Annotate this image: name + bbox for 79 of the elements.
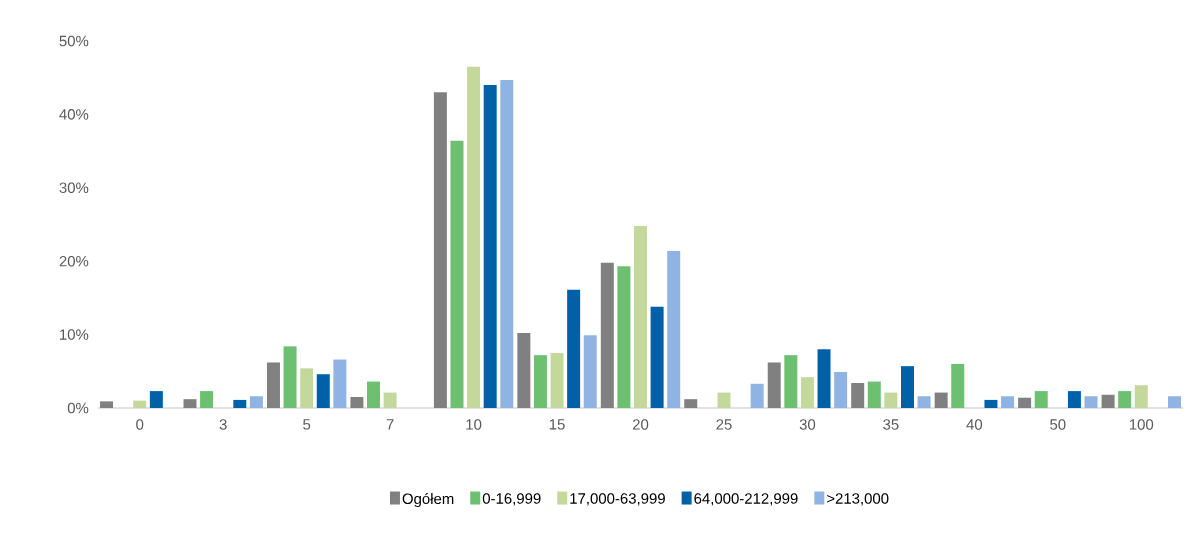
bar xyxy=(684,399,698,408)
x-tick-label: 10 xyxy=(466,419,482,430)
bar xyxy=(200,391,214,408)
bar xyxy=(149,391,163,408)
x-tick-label: 35 xyxy=(883,419,899,430)
bar xyxy=(100,401,114,408)
bar xyxy=(383,392,397,408)
bar xyxy=(1034,391,1048,408)
bar xyxy=(300,368,314,408)
bar xyxy=(583,335,597,408)
bar xyxy=(533,355,547,408)
bar xyxy=(900,366,914,408)
y-tick-label: 50% xyxy=(59,35,89,47)
bar xyxy=(517,333,531,408)
bar xyxy=(266,362,280,408)
x-tick-label: 5 xyxy=(303,419,311,430)
legend-label: >213,000 xyxy=(827,493,889,506)
bar xyxy=(817,349,831,408)
bar xyxy=(1101,394,1115,408)
legend-label: 0-16,999 xyxy=(482,493,541,506)
x-tick-label: 20 xyxy=(632,419,649,430)
x-tick-label: 7 xyxy=(386,419,394,430)
bar xyxy=(316,374,330,408)
y-tick-label: 20% xyxy=(59,255,89,267)
y-tick-label: 0% xyxy=(67,402,89,414)
bar xyxy=(433,92,447,408)
bar xyxy=(917,396,931,408)
x-tick-label: 25 xyxy=(716,419,732,430)
bar xyxy=(800,377,814,408)
bar xyxy=(617,266,631,408)
bar xyxy=(1018,397,1032,408)
x-tick-label: 3 xyxy=(219,419,227,430)
bar xyxy=(1084,396,1098,408)
legend-label: Ogółem xyxy=(402,492,454,508)
legend-label: 64,000-212,999 xyxy=(694,493,798,506)
legend-label: 17,000-63,999 xyxy=(570,493,665,506)
bar xyxy=(133,400,147,408)
x-tick-label: 15 xyxy=(549,419,565,430)
x-tick-label: 0 xyxy=(136,419,144,430)
bar xyxy=(650,306,664,408)
bar xyxy=(834,372,848,408)
bar xyxy=(934,392,948,408)
bar xyxy=(634,225,648,408)
y-tick-label: 10% xyxy=(60,329,89,340)
bar xyxy=(1067,391,1081,408)
bar xyxy=(884,392,898,408)
bar xyxy=(667,250,681,408)
bar xyxy=(249,396,263,408)
bar xyxy=(1001,396,1015,408)
x-tick-label: 100 xyxy=(1129,419,1154,430)
bar xyxy=(333,359,347,408)
bar xyxy=(600,262,614,408)
bar xyxy=(233,399,247,408)
bar xyxy=(567,289,581,408)
y-tick-label: 40% xyxy=(59,109,89,120)
x-tick-label: 40 xyxy=(966,419,983,430)
bar xyxy=(851,383,865,408)
y-tick-label: 30% xyxy=(59,182,89,194)
bar xyxy=(483,85,497,408)
bar xyxy=(550,352,564,408)
x-tick-label: 50 xyxy=(1050,419,1066,430)
bar xyxy=(750,383,764,408)
bar xyxy=(984,399,998,408)
bar xyxy=(767,362,781,408)
x-tick-label: 30 xyxy=(799,419,816,430)
bar xyxy=(450,140,464,408)
bar xyxy=(1167,396,1181,408)
bar xyxy=(283,346,297,408)
bar xyxy=(1134,385,1148,408)
bar xyxy=(1118,391,1132,408)
bar xyxy=(717,392,731,408)
bar xyxy=(467,66,481,408)
bar xyxy=(951,363,965,408)
bar xyxy=(784,355,798,408)
bar xyxy=(183,399,197,408)
bar xyxy=(350,396,364,408)
bar xyxy=(500,79,514,408)
bar xyxy=(367,381,381,408)
bar xyxy=(867,381,881,408)
